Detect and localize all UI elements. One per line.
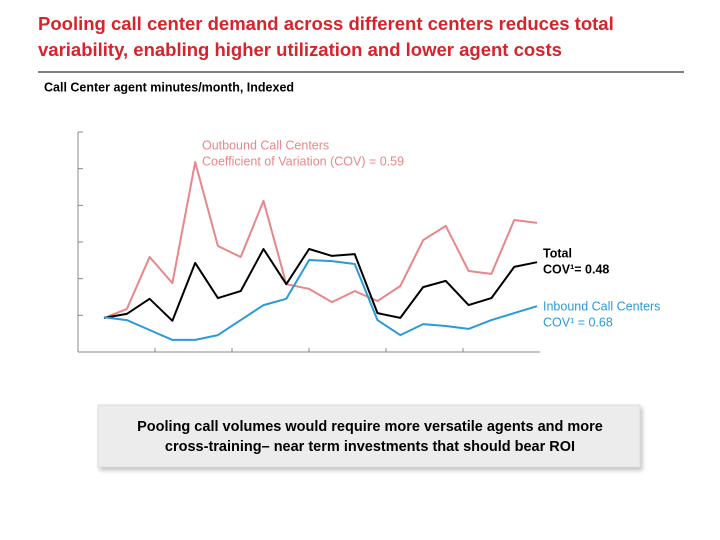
series-line (103, 259, 538, 341)
series-label: Total (543, 246, 572, 260)
x-separators (154, 348, 464, 352)
series-label: Inbound Call Centers (543, 299, 660, 313)
series-cov: COV¹ = 0.68 (543, 315, 613, 329)
series-cov: COV¹= 0.48 (543, 262, 609, 276)
callout-line: Pooling call volumes would require more … (137, 419, 603, 435)
subtitle: Call Center agent minutes/month, Indexed (44, 80, 294, 94)
title-line: variability, enabling higher utilization… (38, 39, 562, 60)
series-label: Outbound Call Centers (202, 138, 329, 152)
series-line (103, 161, 538, 319)
callout-line: cross-training– near term investments th… (165, 439, 575, 455)
title-line: Pooling call center demand across differ… (38, 13, 614, 34)
series-cov: Coefficient of Variation (COV) = 0.59 (202, 154, 404, 168)
series-line (103, 248, 538, 322)
callout-box (97, 404, 641, 468)
